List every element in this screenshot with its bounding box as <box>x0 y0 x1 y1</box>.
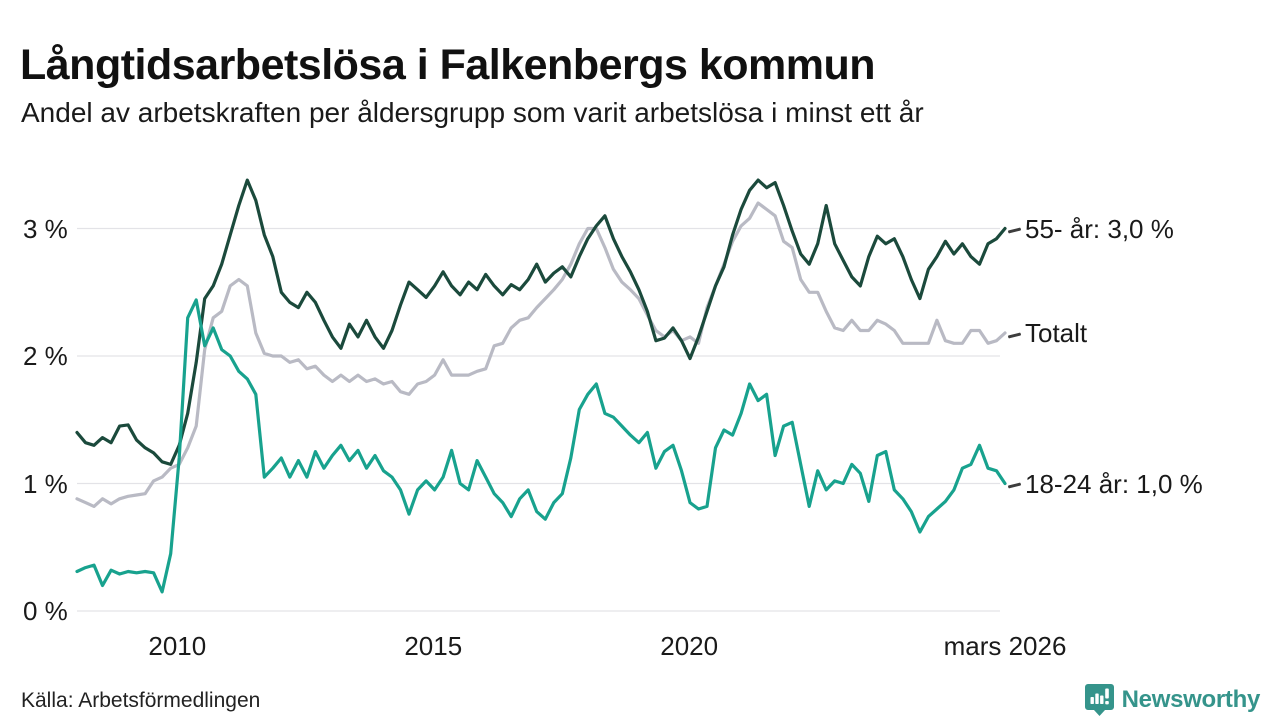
source-note: Källa: Arbetsförmedlingen <box>21 689 261 712</box>
series-line-55--år <box>75 178 1007 466</box>
chart-subtitle: Andel av arbetskraften per åldersgrupp s… <box>21 97 924 128</box>
series-end-label-18-24-år: 18-24 år: 1,0 % <box>1007 468 1203 500</box>
x-axis-label-2010: 2010 <box>148 631 207 661</box>
y-axis-label-2: 2 % <box>23 341 68 371</box>
series-line-totalt <box>75 201 1007 508</box>
series-end-label-text: 18-24 år: 1,0 % <box>1025 468 1203 499</box>
series-line-18-24-år <box>75 298 1007 594</box>
label-leader-tick <box>1007 227 1022 234</box>
newsworthy-logo: Newsworthy <box>1084 684 1261 716</box>
y-axis-label-3: 3 % <box>23 213 68 244</box>
y-axis-label-1: 1 % <box>23 468 68 499</box>
series-end-label-text: 55- år: 3,0 % <box>1025 213 1174 244</box>
x-axis-label-2020: 2020 <box>660 631 719 661</box>
label-leader-tick <box>1007 332 1022 339</box>
y-axis-label-0: 0 % <box>23 596 68 626</box>
newsworthy-wordmark: Newsworthy <box>1121 686 1261 713</box>
series-end-label-totalt: Totalt <box>1007 317 1088 349</box>
chart-title: Långtidsarbetslösa i Falkenbergs kommun <box>20 40 876 89</box>
x-axis-label-2015: 2015 <box>404 631 463 661</box>
x-axis-label-mars-2026: mars 2026 <box>943 631 1067 661</box>
newsworthy-speech-bubble-chart-icon <box>1084 684 1114 716</box>
label-leader-tick <box>1007 482 1022 489</box>
series-end-label-text: Totalt <box>1025 318 1088 349</box>
series-end-label-55--år: 55- år: 3,0 % <box>1007 213 1174 245</box>
